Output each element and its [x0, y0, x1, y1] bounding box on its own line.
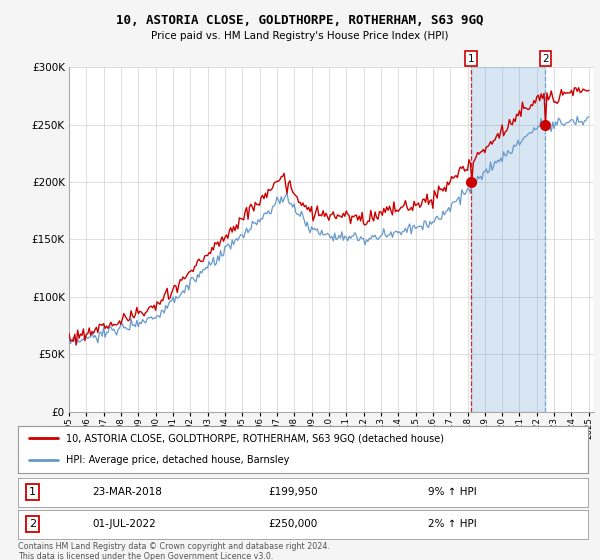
- Text: 01-JUL-2022: 01-JUL-2022: [92, 519, 156, 529]
- Text: 2: 2: [29, 519, 36, 529]
- Text: 1: 1: [468, 54, 475, 64]
- Text: £199,950: £199,950: [269, 487, 319, 497]
- Text: 23-MAR-2018: 23-MAR-2018: [92, 487, 162, 497]
- Text: 2% ↑ HPI: 2% ↑ HPI: [428, 519, 477, 529]
- Text: 2: 2: [542, 54, 549, 64]
- Text: 1: 1: [29, 487, 36, 497]
- Text: Contains HM Land Registry data © Crown copyright and database right 2024.
This d: Contains HM Land Registry data © Crown c…: [18, 542, 330, 560]
- Text: 10, ASTORIA CLOSE, GOLDTHORPE, ROTHERHAM, S63 9GQ: 10, ASTORIA CLOSE, GOLDTHORPE, ROTHERHAM…: [116, 14, 484, 27]
- Bar: [471, 67, 545, 412]
- Text: £250,000: £250,000: [269, 519, 318, 529]
- Text: 10, ASTORIA CLOSE, GOLDTHORPE, ROTHERHAM, S63 9GQ (detached house): 10, ASTORIA CLOSE, GOLDTHORPE, ROTHERHAM…: [67, 433, 445, 444]
- Text: 9% ↑ HPI: 9% ↑ HPI: [428, 487, 477, 497]
- Text: Price paid vs. HM Land Registry's House Price Index (HPI): Price paid vs. HM Land Registry's House …: [151, 31, 449, 41]
- Text: HPI: Average price, detached house, Barnsley: HPI: Average price, detached house, Barn…: [67, 455, 290, 465]
